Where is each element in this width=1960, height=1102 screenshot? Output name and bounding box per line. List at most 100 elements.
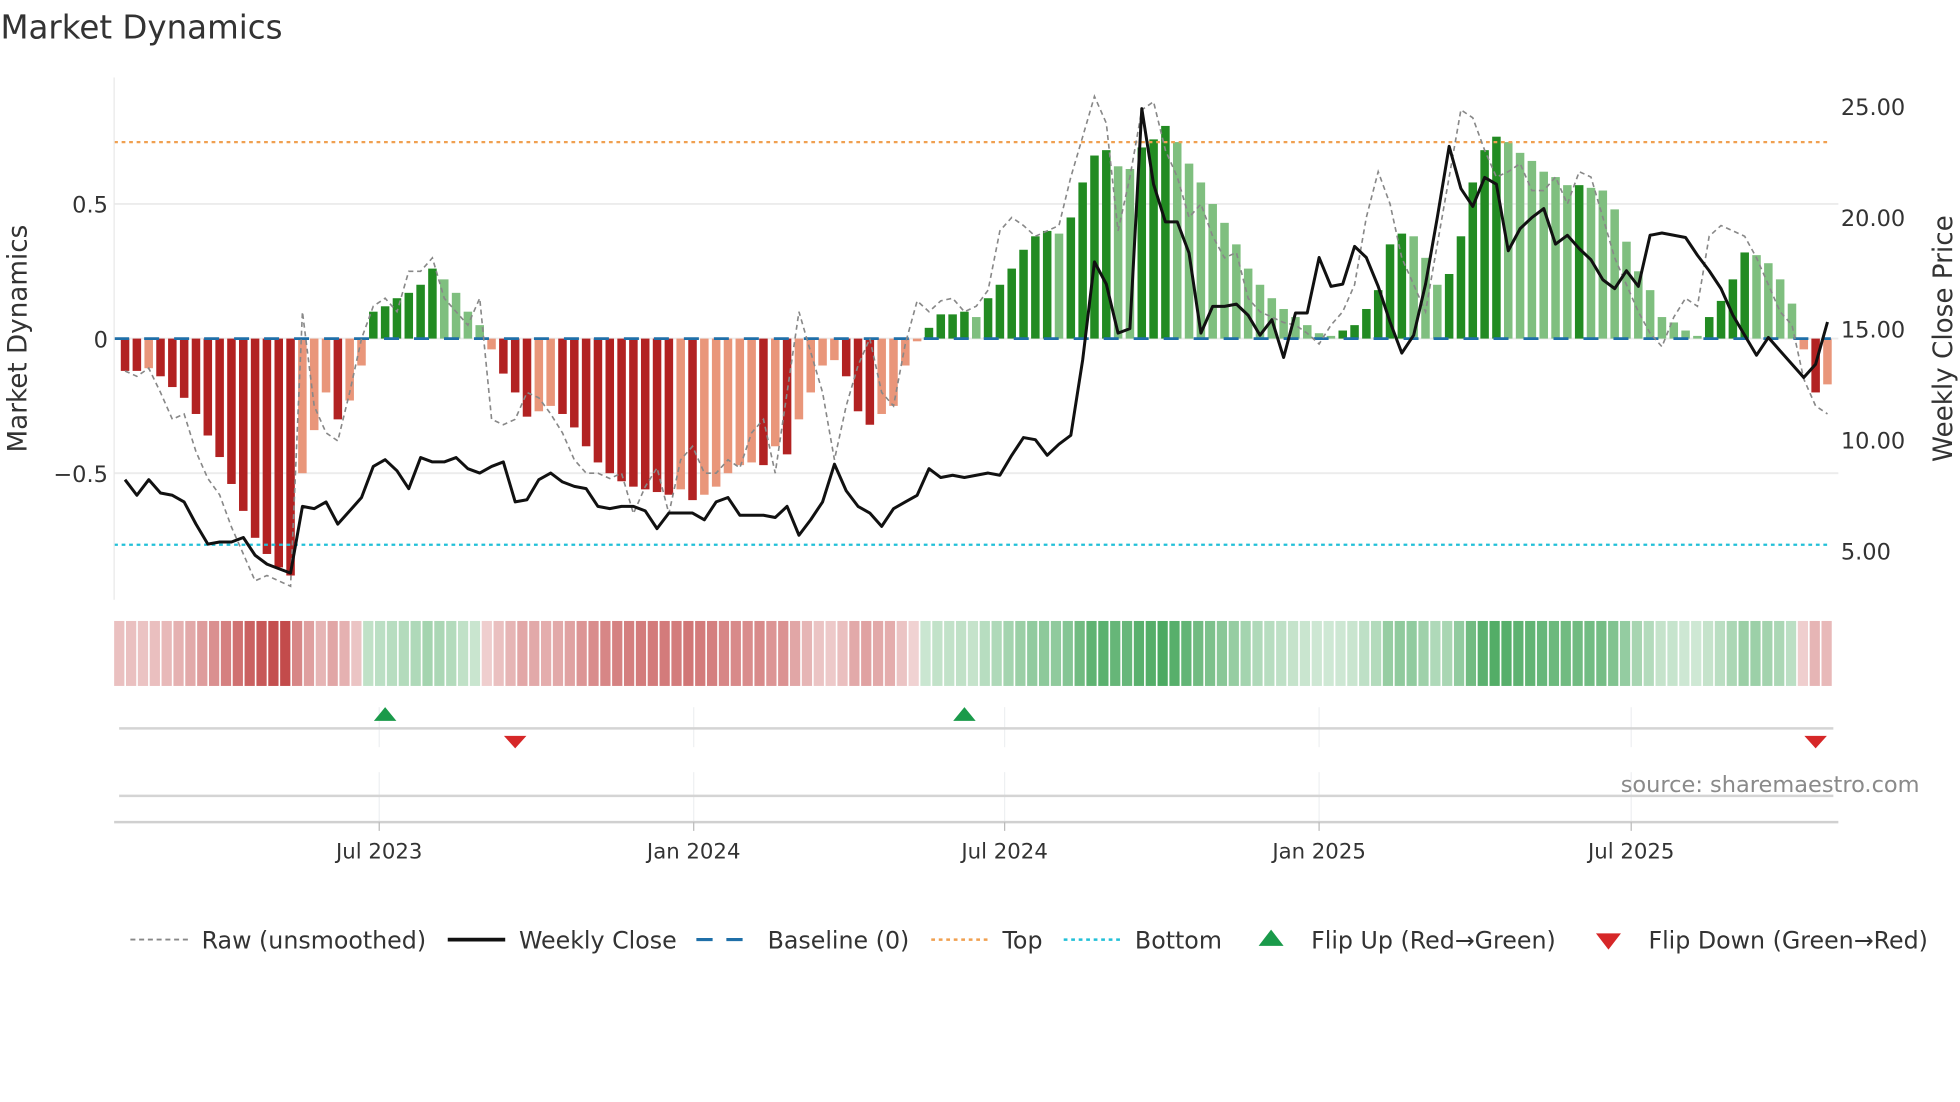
strip-cell — [137, 620, 149, 686]
strip-cell — [766, 620, 777, 686]
bar — [534, 338, 544, 412]
strip-cell — [386, 620, 398, 686]
y2-axis-label: Weekly Close Price — [1929, 215, 1959, 462]
strip-cell — [1276, 620, 1287, 686]
bar — [380, 306, 390, 339]
strip-cell — [529, 620, 540, 686]
strip-cell — [208, 620, 220, 686]
bar — [499, 338, 508, 374]
bar — [1716, 300, 1726, 339]
strip-cell — [185, 620, 196, 686]
flip-down-marker — [1804, 735, 1827, 749]
strip-cell — [363, 620, 374, 686]
strip-cell — [410, 620, 421, 686]
bar — [700, 338, 709, 495]
bar — [1019, 249, 1028, 339]
bar — [1681, 330, 1690, 339]
bar — [664, 338, 674, 495]
bar — [250, 338, 260, 538]
bar — [1031, 236, 1040, 339]
regime-heatmap-strip — [114, 620, 1832, 686]
bar — [1421, 257, 1430, 339]
bar — [735, 338, 745, 466]
bar — [1385, 244, 1395, 339]
strip-cell — [1525, 620, 1536, 686]
bar — [262, 338, 272, 554]
bar — [901, 338, 910, 366]
bar — [1362, 308, 1371, 339]
y-tick-label: 0 — [94, 327, 108, 353]
strip-cell — [1774, 620, 1785, 686]
legend-label: Raw (unsmoothed) — [202, 926, 426, 954]
strip-cell — [1489, 620, 1500, 686]
bar — [1787, 303, 1797, 339]
strip-cell — [1453, 620, 1465, 686]
strip-cell — [1121, 620, 1133, 686]
strip-cell — [1027, 620, 1038, 686]
bar — [1551, 177, 1560, 339]
y2-tick-label: 15.00 — [1841, 317, 1905, 343]
bar — [1397, 233, 1407, 339]
strip-cell — [1347, 620, 1358, 686]
strip-cell — [374, 620, 386, 686]
bar — [1503, 142, 1513, 339]
strip-cell — [647, 620, 658, 686]
bar — [617, 338, 626, 482]
strip-cell — [1797, 620, 1809, 686]
bar — [1527, 160, 1537, 339]
bar — [581, 338, 591, 447]
bar — [1693, 335, 1702, 339]
bar — [1775, 279, 1785, 339]
bar — [1350, 325, 1359, 339]
bar — [1303, 325, 1312, 339]
strip-cell — [1394, 620, 1405, 686]
bar — [144, 338, 153, 369]
bar — [179, 338, 189, 398]
strip-cell — [991, 620, 1002, 686]
strip-cell — [1750, 620, 1761, 686]
bar — [676, 338, 685, 490]
strip-cell — [1501, 620, 1512, 686]
strip-cell — [244, 620, 255, 686]
strip-cell — [1382, 620, 1394, 686]
strip-cell — [1406, 620, 1417, 686]
strip-cell — [1074, 620, 1085, 686]
strip-cell — [197, 620, 208, 686]
strip-cell — [493, 620, 504, 686]
bar — [345, 338, 354, 401]
bar — [865, 338, 875, 425]
strip-cell — [1714, 620, 1726, 686]
bar — [605, 338, 615, 474]
strip-cell — [1418, 620, 1429, 686]
strip-cell — [801, 620, 813, 686]
bar — [451, 292, 461, 339]
strip-cell — [778, 620, 789, 686]
strip-cell — [695, 620, 706, 686]
bar — [1752, 255, 1761, 339]
strip-cell — [908, 620, 919, 686]
legend-flip-up-icon — [1258, 929, 1284, 946]
strip-cell — [659, 620, 670, 686]
bar — [1196, 182, 1206, 339]
bar — [1480, 150, 1489, 339]
bar — [1433, 284, 1442, 339]
bar — [1740, 252, 1749, 339]
bar — [1078, 182, 1087, 339]
strip-cell — [1169, 620, 1180, 686]
bar — [1657, 317, 1667, 339]
flip-markers-panel — [119, 707, 1834, 823]
bar — [1444, 273, 1454, 339]
strip-cell — [1181, 620, 1192, 686]
bar — [1243, 268, 1253, 339]
bar — [1161, 125, 1170, 339]
strip-cell — [718, 620, 730, 686]
bar — [321, 338, 331, 393]
strip-cell — [125, 620, 137, 686]
bar — [1704, 317, 1714, 339]
strip-cell — [920, 620, 931, 686]
strip-cell — [149, 620, 160, 686]
bar — [723, 338, 733, 474]
bar — [936, 314, 946, 339]
strip-cell — [469, 620, 481, 686]
